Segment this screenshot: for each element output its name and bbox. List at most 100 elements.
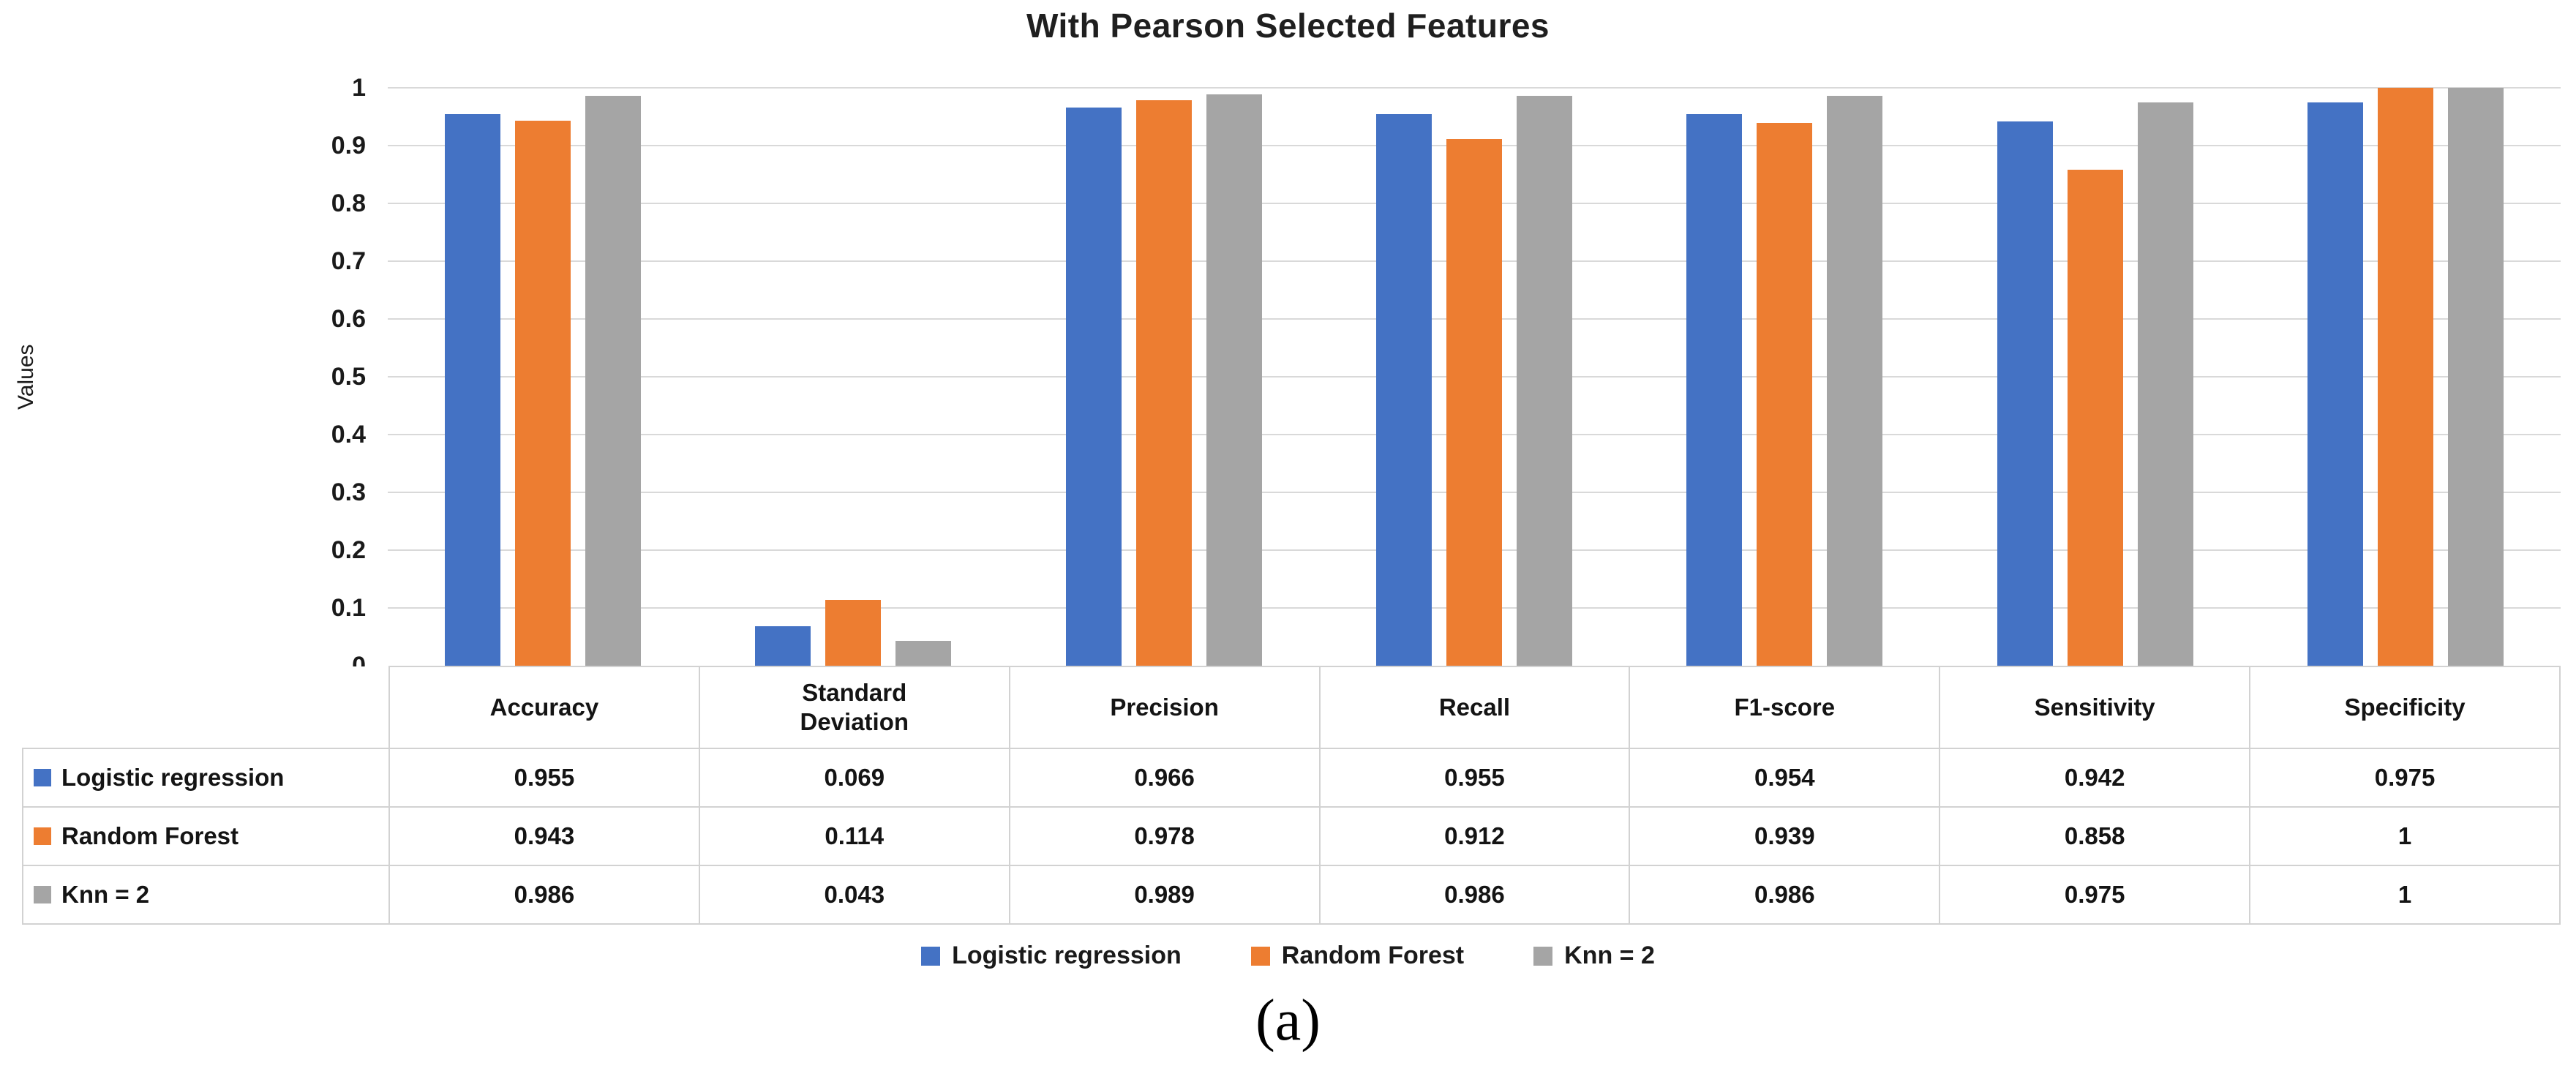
bar — [1516, 96, 1572, 666]
value-cell: 0.986 — [388, 865, 700, 925]
value-cell: 0.978 — [1008, 806, 1321, 866]
bar-group — [1319, 88, 1629, 666]
bar — [2377, 88, 2433, 666]
y-tick-label: 0.1 — [331, 594, 366, 622]
series-marker-icon — [34, 827, 51, 845]
value-cell: 0.986 — [1318, 865, 1631, 925]
legend-label: Knn = 2 — [1564, 942, 1655, 969]
category-header-cell: Standard Deviation — [698, 666, 1010, 749]
bar — [1446, 138, 1502, 666]
y-tick-label: 0.3 — [331, 478, 366, 506]
bar — [1827, 96, 1883, 666]
y-axis-ticks: 1 0.9 0.8 0.7 0.6 0.5 0.4 0.3 0.2 0.1 0 — [0, 75, 366, 678]
value-cell: 0.975 — [2249, 748, 2561, 808]
legend-item: Logistic regression — [921, 942, 1182, 970]
category-header-cell: Sensitivity — [1939, 666, 2251, 749]
value-cell: 0.858 — [1939, 806, 2251, 866]
table-series-row: Knn = 2 0.986 0.043 0.989 0.986 0.986 0.975 1 — [22, 865, 2561, 925]
value-cell: 0.912 — [1318, 806, 1631, 866]
category-header-label: Precision — [1110, 694, 1219, 721]
series-row-label: Knn = 2 — [22, 865, 390, 925]
bar — [445, 113, 501, 666]
table-series-row: Logistic regression 0.955 0.069 0.966 0.955 0… — [22, 748, 2561, 808]
legend-item: Knn = 2 — [1533, 942, 1655, 970]
bar — [755, 625, 811, 666]
data-table: Accuracy Standard Deviation Precision Recal… — [22, 666, 2561, 925]
category-header-cell: Specificity — [2249, 666, 2561, 749]
y-tick-label: 0.5 — [331, 363, 366, 391]
bar — [1757, 123, 1813, 666]
bar — [825, 599, 882, 666]
legend-swatch-icon — [921, 946, 941, 966]
bar — [1375, 113, 1432, 666]
table-corner-cell — [23, 666, 390, 749]
category-header-cell: F1-score — [1629, 666, 1941, 749]
value-cell: 0.943 — [388, 806, 700, 866]
bar — [1997, 121, 2053, 666]
bar — [585, 96, 642, 666]
category-header-cell: Accuracy — [388, 666, 700, 749]
bar — [2137, 102, 2193, 666]
y-tick-label: 0.8 — [331, 189, 366, 217]
y-tick-label: 0.9 — [331, 132, 366, 159]
figure-caption: (a) — [1255, 988, 1321, 1053]
series-marker-icon — [34, 886, 51, 903]
y-tick-label: 0.6 — [331, 305, 366, 333]
y-tick-label: 0.2 — [331, 536, 366, 564]
bar-group — [388, 88, 698, 666]
value-cell: 0.986 — [1629, 865, 1941, 925]
bar-group — [698, 88, 1008, 666]
legend-swatch-icon — [1250, 946, 1270, 966]
series-name: Random Forest — [61, 822, 239, 849]
value-cell: 1 — [2249, 806, 2561, 866]
bar-group — [1629, 88, 1939, 666]
y-tick-label: 0.7 — [331, 247, 366, 275]
category-header-label: Sensitivity — [2034, 694, 2155, 721]
value-cell: 0.942 — [1939, 748, 2251, 808]
category-header-cell: Recall — [1318, 666, 1631, 749]
legend-label: Logistic regression — [952, 942, 1182, 969]
y-tick-label: 1 — [352, 74, 366, 102]
legend-swatch-icon — [1533, 946, 1553, 966]
value-cell: 0.966 — [1008, 748, 1321, 808]
value-cell: 0.989 — [1008, 865, 1321, 925]
value-cell: 0.939 — [1629, 806, 1941, 866]
bar — [1065, 107, 1122, 666]
y-tick-label: 0.4 — [331, 421, 366, 448]
value-cell: 0.975 — [1939, 865, 2251, 925]
series-name: Knn = 2 — [61, 881, 150, 908]
value-cell: 0.069 — [698, 748, 1010, 808]
bar — [1206, 94, 1262, 666]
bar — [1135, 100, 1192, 666]
series-row-label: Logistic regression — [22, 748, 390, 808]
bar-group — [1009, 88, 1319, 666]
chart-title: With Pearson Selected Features — [1026, 7, 1550, 45]
bar-group — [2250, 88, 2561, 666]
bar — [1686, 114, 1743, 666]
category-header-label: F1-score — [1734, 694, 1836, 721]
series-row-label: Random Forest — [22, 806, 390, 866]
value-cell: 0.954 — [1629, 748, 1941, 808]
bar — [2447, 88, 2504, 666]
category-header-label: Specificity — [2344, 694, 2466, 721]
category-header-label: Standard Deviation — [800, 679, 909, 735]
value-cell: 0.114 — [698, 806, 1010, 866]
value-cell: 1 — [2249, 865, 2561, 925]
category-header-label: Accuracy — [489, 694, 599, 721]
value-cell: 0.955 — [1318, 748, 1631, 808]
value-cell: 0.043 — [698, 865, 1010, 925]
series-name: Logistic regression — [61, 764, 285, 791]
bar — [2307, 102, 2363, 666]
legend-label: Random Forest — [1281, 942, 1465, 969]
series-marker-icon — [34, 769, 51, 786]
category-header-label: Recall — [1438, 694, 1511, 721]
gridline — [388, 87, 2561, 89]
legend-item: Random Forest — [1250, 942, 1465, 970]
legend: Logistic regression Random Forest Knn = 2 — [0, 942, 2576, 970]
value-cell: 0.955 — [388, 748, 700, 808]
bar-groups — [388, 88, 2561, 666]
bar — [895, 641, 952, 666]
table-header-row: Accuracy Standard Deviation Precision Recal… — [23, 666, 2561, 749]
bar — [2067, 170, 2123, 666]
